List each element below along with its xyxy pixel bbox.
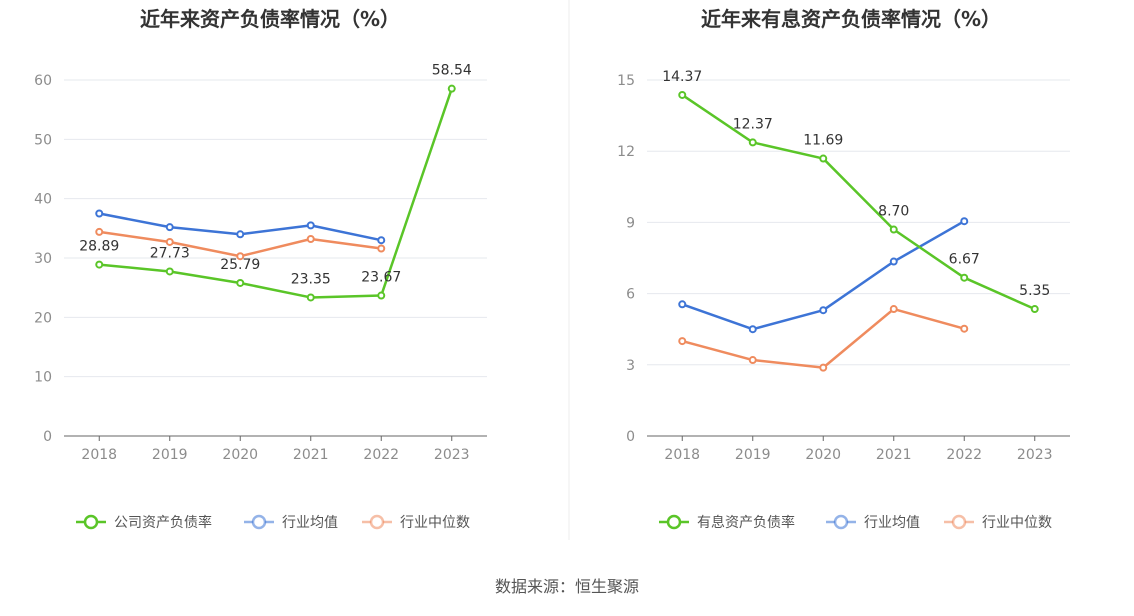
data-point-1-1-2021 — [306, 293, 315, 302]
data-point-2-1-2023 — [1030, 305, 1039, 314]
x-tick-label-2-2020: 2020 — [805, 447, 841, 463]
data-label-2-2018: 14.37 — [662, 69, 702, 85]
data-label-1-2022: 23.67 — [361, 270, 401, 286]
data-point-1-2-2022 — [377, 236, 386, 245]
y-tick-label-1-10: 10 — [34, 370, 52, 386]
data-point-2-3-2020 — [819, 363, 828, 372]
data-label-2-2022: 6.67 — [949, 252, 980, 268]
data-point-2-2-2022 — [960, 217, 969, 226]
data-source: 数据来源：恒生聚源 — [495, 577, 639, 596]
data-label-2-2023: 5.35 — [1019, 283, 1050, 299]
x-tick-label-1-2021: 2021 — [293, 447, 329, 463]
data-point-1-1-2023 — [447, 84, 456, 93]
data-label-1-2018: 28.89 — [79, 239, 119, 255]
x-tick-label-2-2019: 2019 — [735, 447, 771, 463]
y-tick-label-2-0: 0 — [626, 429, 635, 445]
data-point-1-3-2022 — [377, 244, 386, 253]
data-point-2-1-2021 — [889, 225, 898, 234]
y-tick-label-1-50: 50 — [34, 132, 52, 148]
x-tick-label-2-2023: 2023 — [1017, 447, 1053, 463]
data-point-1-1-2018 — [95, 260, 104, 269]
legend-marker-2-3 — [951, 514, 967, 530]
legend-marker-1-2 — [251, 514, 267, 530]
y-tick-label-1-0: 0 — [43, 429, 52, 445]
data-label-2-2019: 12.37 — [733, 116, 773, 132]
data-point-2-3-2021 — [889, 305, 898, 314]
y-tick-label-2-12: 12 — [617, 144, 635, 160]
legend-marker-2-2 — [833, 514, 849, 530]
data-point-1-2-2021 — [306, 221, 315, 230]
data-point-1-3-2019 — [165, 237, 174, 246]
x-tick-label-2-2022: 2022 — [946, 447, 982, 463]
x-tick-label-1-2022: 2022 — [363, 447, 399, 463]
data-point-1-2-2018 — [95, 209, 104, 218]
y-tick-label-2-15: 15 — [617, 73, 635, 89]
data-point-2-3-2019 — [748, 356, 757, 365]
x-tick-label-1-2019: 2019 — [152, 447, 188, 463]
data-point-1-1-2019 — [165, 267, 174, 276]
legend-label-1-3: 行业中位数 — [400, 515, 470, 531]
data-point-2-3-2018 — [678, 337, 687, 346]
x-tick-label-1-2018: 2018 — [81, 447, 117, 463]
y-tick-label-1-60: 60 — [34, 73, 52, 89]
y-tick-label-2-3: 3 — [626, 358, 635, 374]
data-point-2-1-2020 — [819, 154, 828, 163]
legend-marker-2-1 — [666, 514, 682, 530]
y-tick-label-2-6: 6 — [626, 287, 635, 303]
data-label-2-2021: 8.70 — [878, 204, 909, 220]
x-tick-label-2-2021: 2021 — [876, 447, 912, 463]
data-point-1-2-2020 — [236, 230, 245, 239]
data-point-1-3-2020 — [236, 252, 245, 261]
data-label-2-2020: 11.69 — [803, 133, 843, 149]
series-line-2-1 — [681, 93, 1036, 311]
data-point-2-2-2021 — [889, 257, 898, 266]
series-line-2-3 — [681, 307, 965, 369]
data-point-2-1-2018 — [678, 90, 687, 99]
data-point-2-2-2018 — [678, 300, 687, 309]
series-line-1-1 — [99, 88, 453, 299]
legend-label-1-2: 行业均值 — [282, 515, 338, 531]
data-point-2-2-2020 — [819, 306, 828, 315]
data-point-2-3-2022 — [960, 324, 969, 333]
legend-marker-1-3 — [369, 514, 385, 530]
data-label-1-2021: 23.35 — [291, 271, 331, 287]
data-point-2-1-2019 — [748, 138, 757, 147]
data-point-1-3-2018 — [95, 227, 104, 236]
data-label-1-2020: 25.79 — [220, 257, 260, 273]
data-point-1-1-2020 — [236, 278, 245, 287]
legend-label-2-1: 有息资产负债率 — [697, 514, 795, 531]
data-label-1-2023: 58.54 — [432, 63, 472, 79]
x-tick-label-2-2018: 2018 — [664, 447, 700, 463]
y-tick-label-1-30: 30 — [34, 251, 52, 267]
data-point-2-2-2019 — [748, 325, 757, 334]
y-tick-label-1-40: 40 — [34, 192, 52, 208]
data-point-2-1-2022 — [960, 273, 969, 282]
data-point-1-1-2022 — [377, 291, 386, 300]
legend-marker-1-1 — [83, 514, 99, 530]
data-label-1-2019: 27.73 — [150, 245, 190, 261]
legend-label-2-2: 行业均值 — [864, 515, 920, 531]
chart-title-2: 近年来有息资产负债率情况（%） — [701, 7, 1001, 31]
legend-label-2-3: 行业中位数 — [982, 515, 1052, 531]
data-point-1-3-2021 — [306, 235, 315, 244]
x-tick-label-1-2023: 2023 — [434, 447, 470, 463]
legend-label-1-1: 公司资产负债率 — [114, 514, 212, 531]
x-tick-label-1-2020: 2020 — [222, 447, 258, 463]
chart-title-1: 近年来资产负债率情况（%） — [140, 7, 400, 31]
y-tick-label-2-9: 9 — [626, 215, 635, 231]
y-tick-label-1-20: 20 — [34, 310, 52, 326]
data-point-1-2-2019 — [165, 223, 174, 232]
